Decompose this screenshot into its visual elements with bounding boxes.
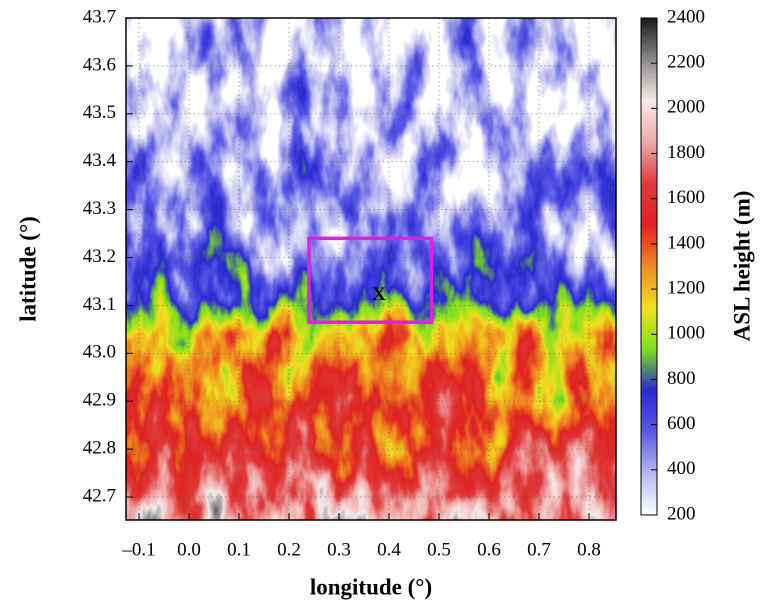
colorbar-tick-label: 1400 — [667, 232, 705, 253]
y-tick-label: 42.7 — [83, 485, 116, 506]
y-tick-label: 42.8 — [83, 437, 116, 458]
colorbar-tick-label: 800 — [667, 368, 696, 389]
colorbar-tick-label: 2200 — [667, 52, 705, 73]
y-tick-label: 43.4 — [83, 150, 117, 171]
colorbar-tick-label: 1000 — [667, 323, 705, 344]
x-axis-label: longitude (°) — [310, 574, 432, 599]
colorbar-tick-label: 2400 — [667, 6, 705, 27]
x-tick-label: 0.2 — [277, 539, 301, 560]
x-tick-label: 0.1 — [227, 539, 251, 560]
x-tick-label: 0.6 — [477, 539, 501, 560]
x-tick-label: 0.8 — [577, 539, 601, 560]
y-tick-label: 43.2 — [83, 246, 116, 267]
colorbar-tick-label: 200 — [667, 503, 696, 524]
terrain — [126, 18, 616, 520]
y-tick-label: 43.7 — [83, 6, 116, 27]
plot-frame — [125, 17, 617, 521]
y-tick-label: 43.6 — [83, 54, 116, 75]
colorbar-tick-label: 1200 — [667, 277, 705, 298]
colorbar-label: ASL height (m) — [729, 191, 754, 342]
x-tick-label: 0.0 — [177, 539, 201, 560]
x-tick-label: 0.7 — [527, 539, 551, 560]
x-tick-label: 0.3 — [327, 539, 351, 560]
colorbar-tick-label: 1800 — [667, 142, 705, 163]
x-tick-label: –0.1 — [121, 539, 155, 560]
colorbar-tick-label: 600 — [667, 413, 696, 434]
colorbar-tick-label: 1600 — [667, 187, 705, 208]
colorbar-tick-label: 2000 — [667, 97, 705, 118]
colorbar-tick-label: 400 — [667, 458, 696, 479]
y-tick-label: 43.1 — [83, 294, 116, 315]
colorbar — [640, 17, 658, 516]
y-axis-label: latitude (°) — [15, 216, 40, 322]
region-box — [307, 236, 434, 324]
x-tick-label: 0.5 — [427, 539, 451, 560]
site-marker: X — [372, 284, 386, 305]
y-tick-label: 43.5 — [83, 102, 116, 123]
y-tick-label: 42.9 — [83, 390, 116, 411]
y-tick-label: 43.3 — [83, 198, 116, 219]
y-tick-label: 43.0 — [83, 342, 116, 363]
x-tick-label: 0.4 — [377, 539, 401, 560]
